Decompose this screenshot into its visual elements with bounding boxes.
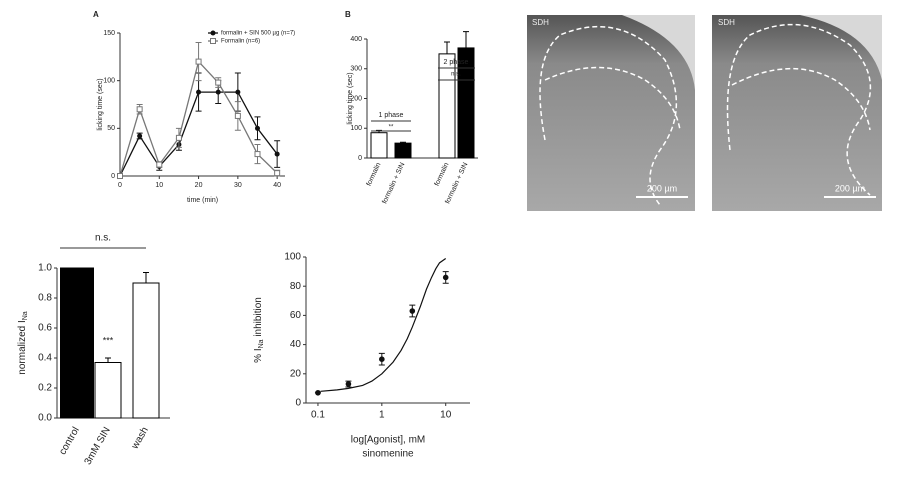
x-tick-label: control [57,425,82,456]
marker [175,134,182,141]
marker [254,151,261,158]
y-axis-label-part: % I [253,348,264,362]
y-tick-label: 0 [111,173,115,180]
x-tick-label: formalin [434,162,451,188]
micrograph: SDH 200 µm [527,15,695,211]
point [345,381,352,387]
y-axis-label-part: Na [22,311,29,320]
point [379,356,385,363]
y-axis-label: licking time (sec) [97,78,104,130]
x-axis-label: time (min) [187,197,218,204]
annotation: 2 phase [444,59,469,66]
y-tick-label: 100 [284,252,301,263]
micrograph: SDH 200 µm [712,15,882,211]
y-tick-label: 0.6 [38,323,52,334]
annotation: ** [389,125,394,131]
y-axis-label-part: normalized I [17,320,28,374]
y-tick-label: 0.8 [38,293,52,304]
panel-label: B [345,10,351,19]
y-tick-label: 100 [350,125,362,132]
x-tick-label: 10 [440,410,452,421]
scale-label: 200 µm [835,183,865,193]
y-tick-label: 40 [290,339,302,350]
region-label: SDH [718,18,735,27]
point [315,389,321,396]
x-tick-label: 40 [273,182,281,189]
marker [274,151,280,157]
region-label: SDH [532,18,549,27]
y-tick-label: 80 [290,281,302,292]
marker [137,133,143,139]
y-axis-label: normalized INa [17,311,30,375]
marker [117,173,123,179]
scale-label: 200 µm [647,183,677,193]
x-axis-label: sinomenine [362,449,414,460]
legend-label: Formalin (n=6) [221,39,260,45]
y-tick-label: 100 [103,78,115,85]
y-tick-label: 60 [290,310,302,321]
y-tick-label: 400 [350,36,362,43]
annotation: *** [103,335,114,345]
marker [255,125,260,131]
x-tick-label: formalin [366,162,383,188]
annotation: 1 phase [379,112,404,119]
legend-marker [210,38,216,44]
x-tick-label: 1 [379,410,385,421]
x-tick-label: 20 [195,182,203,189]
y-axis-label-part: Na [258,339,265,348]
y-axis-label-part: licking time (sec) [97,78,104,130]
y-axis-label: licking time (sec) [347,72,354,124]
marker [274,170,281,177]
marker [195,58,202,65]
y-tick-label: 300 [350,66,362,73]
y-tick-label: 0 [358,155,362,162]
y-tick-label: 20 [290,368,302,379]
marker [235,89,241,95]
x-tick-label: wash [129,425,151,452]
y-tick-label: 200 [350,95,362,102]
x-tick-label: 3mM SIN [83,425,113,467]
bar [457,47,475,159]
bar [60,267,94,419]
y-tick-label: 0 [295,398,301,409]
legend-marker [210,30,216,36]
y-tick-label: 0.2 [38,383,52,394]
y-axis-label-part: licking time (sec) [347,72,354,124]
marker [234,112,241,119]
bar [132,282,160,419]
x-tick-label: 0 [118,182,122,189]
y-tick-label: 150 [103,30,115,37]
bar [94,362,122,419]
marker [215,89,221,95]
bar [438,53,456,159]
y-tick-label: 0.4 [38,353,52,364]
y-axis-label: % INa inhibition [253,297,266,363]
x-tick-label: 30 [234,182,242,189]
x-tick-label: 0.1 [311,410,325,421]
marker [215,79,222,86]
x-tick-label: formalin + SIN [381,162,406,205]
point [409,308,416,314]
marker [136,106,143,113]
panel-label: A [93,10,99,19]
marker [156,161,163,168]
y-axis-label-part: inhibition [253,297,264,339]
fit-curve [320,257,447,392]
annotation: n.s. [95,233,111,244]
y-tick-label: 50 [107,125,115,132]
bar [370,132,388,159]
y-tick-label: 0.0 [38,413,52,424]
marker [196,89,202,95]
point [442,274,449,281]
x-axis-label: log[Agonist], mM [351,435,425,446]
x-tick-label: 10 [155,182,163,189]
legend-label: formalin + SIN 500 µg (n=7) [221,31,295,37]
bar [394,142,412,159]
y-tick-label: 1.0 [38,263,52,274]
annotation: n.s. [451,72,461,78]
